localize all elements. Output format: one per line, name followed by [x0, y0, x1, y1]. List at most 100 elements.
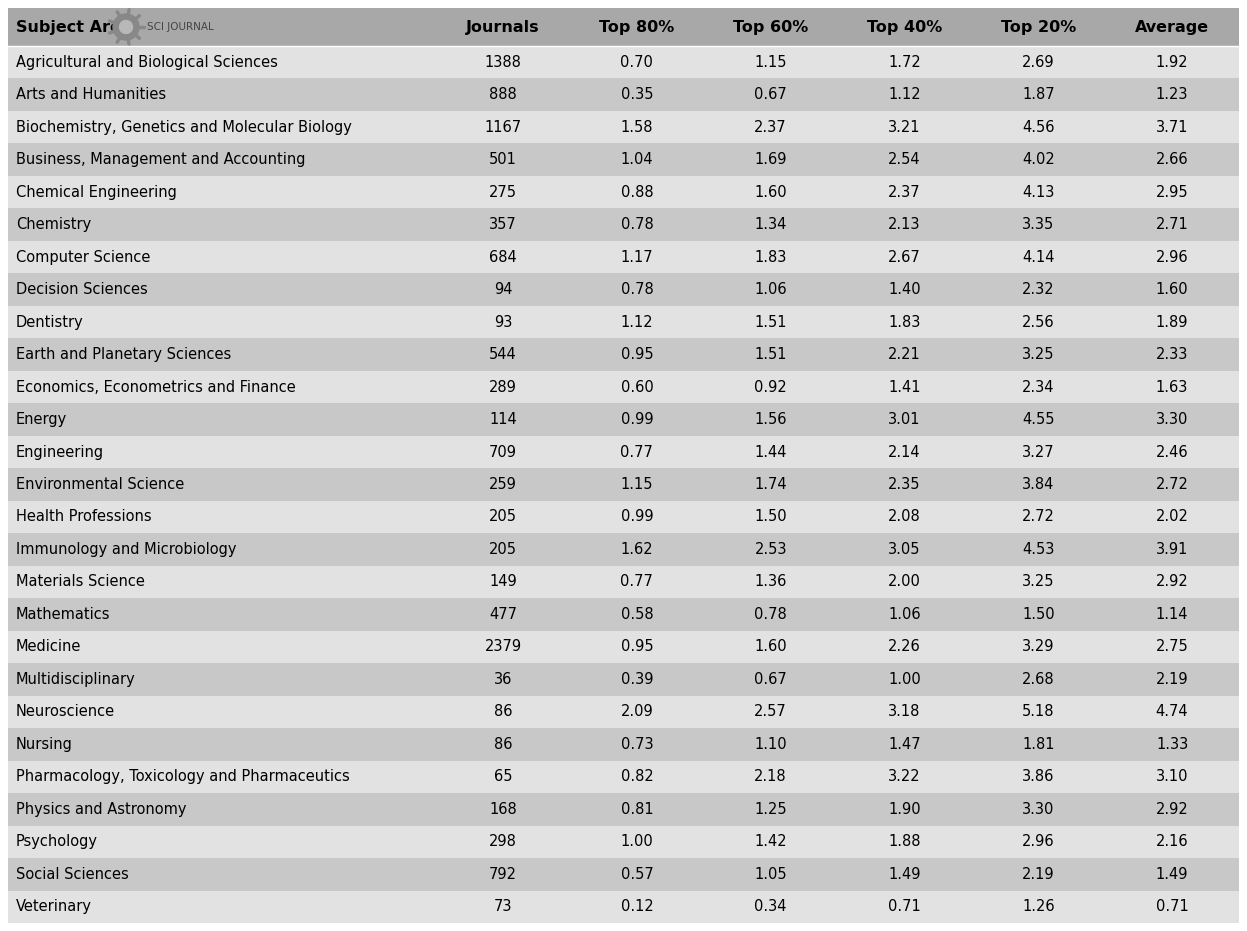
Bar — [7, 695, 436, 728]
Text: Veterinary: Veterinary — [16, 899, 92, 914]
Bar — [570, 826, 703, 858]
Bar — [436, 209, 570, 241]
Bar — [703, 436, 838, 468]
Bar — [436, 793, 570, 826]
Bar — [703, 630, 838, 663]
Bar — [570, 858, 703, 891]
Circle shape — [120, 20, 132, 34]
Text: 275: 275 — [489, 184, 518, 199]
Bar — [7, 241, 436, 274]
Text: 2.66: 2.66 — [1156, 152, 1188, 168]
Text: 1.83: 1.83 — [888, 315, 920, 330]
Text: 1.14: 1.14 — [1156, 607, 1188, 622]
Text: 1.51: 1.51 — [754, 315, 787, 330]
Bar — [703, 858, 838, 891]
Text: 3.30: 3.30 — [1156, 412, 1188, 427]
Text: 259: 259 — [489, 477, 518, 492]
Bar — [838, 111, 971, 143]
Bar — [838, 46, 971, 78]
Bar — [838, 761, 971, 793]
Bar — [1105, 793, 1240, 826]
Text: Neuroscience: Neuroscience — [16, 705, 115, 720]
Text: 1.81: 1.81 — [1023, 736, 1055, 752]
Text: 1.40: 1.40 — [888, 282, 920, 297]
Bar — [838, 436, 971, 468]
Text: 4.02: 4.02 — [1023, 152, 1055, 168]
Text: 1.10: 1.10 — [754, 736, 787, 752]
Bar — [436, 46, 570, 78]
Text: Chemical Engineering: Chemical Engineering — [16, 184, 177, 199]
Bar — [436, 891, 570, 923]
Text: 1.89: 1.89 — [1156, 315, 1188, 330]
Text: 2.19: 2.19 — [1023, 867, 1055, 882]
Text: 1.44: 1.44 — [754, 444, 787, 460]
Bar — [971, 761, 1105, 793]
Text: 3.84: 3.84 — [1023, 477, 1055, 492]
Bar — [703, 826, 838, 858]
Bar — [971, 501, 1105, 533]
Bar — [838, 306, 971, 338]
Text: 1.49: 1.49 — [1156, 867, 1188, 882]
Bar — [971, 826, 1105, 858]
Bar — [570, 143, 703, 176]
Bar — [570, 371, 703, 403]
Text: Immunology and Microbiology: Immunology and Microbiology — [16, 542, 237, 557]
Bar — [7, 793, 436, 826]
Bar — [971, 338, 1105, 371]
Text: 2.53: 2.53 — [754, 542, 787, 557]
Bar — [570, 403, 703, 436]
Bar — [570, 793, 703, 826]
Text: 1.41: 1.41 — [888, 380, 920, 395]
Bar — [7, 371, 436, 403]
Bar — [971, 566, 1105, 599]
Text: 0.12: 0.12 — [621, 899, 653, 914]
Bar — [838, 338, 971, 371]
Text: 1.15: 1.15 — [621, 477, 653, 492]
Text: Top 40%: Top 40% — [867, 20, 943, 34]
Text: 0.99: 0.99 — [621, 412, 653, 427]
Text: 3.01: 3.01 — [888, 412, 920, 427]
Bar — [1105, 403, 1240, 436]
Text: 0.82: 0.82 — [621, 769, 653, 784]
Text: Decision Sciences: Decision Sciences — [16, 282, 147, 297]
Text: 65: 65 — [494, 769, 513, 784]
Text: 86: 86 — [494, 736, 513, 752]
Bar — [703, 46, 838, 78]
Text: 3.27: 3.27 — [1023, 444, 1055, 460]
Text: Environmental Science: Environmental Science — [16, 477, 185, 492]
Text: 0.71: 0.71 — [1156, 899, 1188, 914]
Text: 2.21: 2.21 — [888, 347, 920, 362]
Bar — [838, 630, 971, 663]
Bar — [436, 176, 570, 209]
Bar — [838, 826, 971, 858]
Bar — [1105, 176, 1240, 209]
Bar — [1105, 599, 1240, 630]
Bar — [7, 111, 436, 143]
Text: Subject Area: Subject Area — [16, 20, 132, 34]
Text: 477: 477 — [489, 607, 518, 622]
Bar — [971, 78, 1105, 111]
Bar — [570, 566, 703, 599]
Text: Dentistry: Dentistry — [16, 315, 84, 330]
Bar — [703, 306, 838, 338]
Bar — [570, 533, 703, 566]
Bar — [7, 663, 436, 695]
Bar — [7, 46, 436, 78]
Bar — [7, 209, 436, 241]
Bar — [1105, 338, 1240, 371]
Text: 1.60: 1.60 — [1156, 282, 1188, 297]
Bar — [7, 501, 436, 533]
Text: 1.58: 1.58 — [621, 120, 653, 135]
Bar — [436, 8, 570, 46]
Text: Physics and Astronomy: Physics and Astronomy — [16, 802, 187, 816]
Bar — [436, 274, 570, 306]
Text: 2.32: 2.32 — [1023, 282, 1055, 297]
Text: 4.13: 4.13 — [1023, 184, 1055, 199]
Bar — [570, 630, 703, 663]
Text: 1.62: 1.62 — [621, 542, 653, 557]
Bar — [838, 728, 971, 761]
Bar — [570, 111, 703, 143]
Text: 2.92: 2.92 — [1156, 802, 1188, 816]
Text: 2.18: 2.18 — [754, 769, 787, 784]
Text: 2.35: 2.35 — [888, 477, 920, 492]
